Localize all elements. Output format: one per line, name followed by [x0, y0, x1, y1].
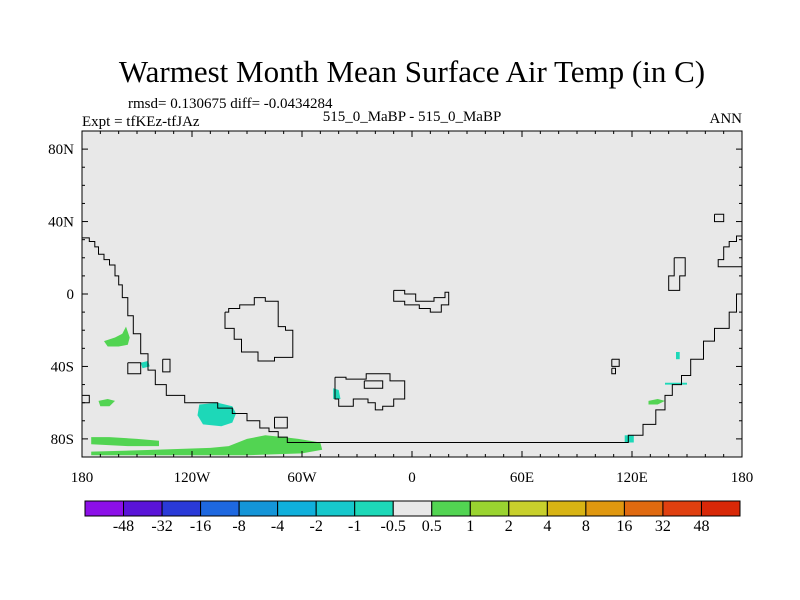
colorbar-label: 8 [582, 518, 590, 535]
map-area: 180 120W 60W 0 60E 120E 180 80N 40N 0 40S 80S [48, 130, 753, 486]
colorbar-labels: -48 -32 -16 -8 -4 -2 -1 -0.5 0.5 1 2 4 8 16 32 48 [113, 518, 710, 535]
coastline-11 [611, 358, 620, 367]
anomaly-patch-8 [624, 435, 634, 443]
coastline-5 [393, 289, 450, 313]
colorbar-label: -8 [232, 518, 245, 535]
colorbar-cell [392, 500, 433, 517]
x-tick-label: 0 [408, 470, 416, 486]
coastline-8 [162, 358, 171, 373]
colorbar-cell [354, 500, 394, 517]
anomaly-patch-1 [104, 326, 130, 347]
colorbar-label: -0.5 [381, 518, 406, 535]
colorbar-label: 32 [655, 518, 671, 535]
colorbar-label: 48 [694, 518, 710, 535]
y-tick-label: 40N [48, 215, 74, 231]
colorbar-cell [200, 500, 240, 517]
colorbar-cell [623, 500, 664, 517]
colorbar-cell [546, 500, 587, 517]
axis-ticks [81, 131, 743, 457]
colorbar-label: -2 [310, 518, 323, 535]
coastline-7 [363, 380, 384, 389]
colorbar-cell [431, 500, 471, 517]
colorbar-cell [662, 500, 702, 517]
coastline-12 [611, 367, 616, 375]
coastline-layer [81, 213, 742, 443]
colorbar-cell [161, 500, 202, 517]
coastline-2 [717, 235, 742, 268]
anomaly-patch-3 [98, 399, 115, 407]
comparison-label: 515_0_MaBP - 515_0_MaBP [323, 109, 502, 125]
coastline-9 [274, 416, 288, 429]
y-tick-label: 40S [51, 359, 74, 375]
experiment-label: Expt = tfKEz-tfJAz [82, 114, 200, 130]
colorbar-cells [84, 500, 741, 517]
coastline-13 [127, 362, 142, 375]
x-tick-label: 60W [287, 470, 317, 486]
colorbar-label: 16 [616, 518, 632, 535]
colorbar-cell [277, 500, 317, 517]
colorbar-label: -1 [348, 518, 361, 535]
x-tick-label: 60E [510, 470, 534, 486]
anomaly-patch-6 [91, 435, 323, 456]
colorbar-cell [469, 500, 510, 517]
x-tick-label: 120E [616, 470, 648, 486]
x-tick-label: 120W [174, 470, 212, 486]
colorbar: -48 -32 -16 -8 -4 -2 -1 -0.5 0.5 1 2 4 8 16 32 48 [84, 500, 741, 535]
axis-tick-labels: 180 120W 60W 0 60E 120E 180 80N 40N 0 40S 80S [48, 142, 753, 486]
colorbar-label: -16 [190, 518, 211, 535]
colorbar-cell [315, 500, 356, 517]
x-tick-label: 180 [731, 470, 754, 486]
coastline-3 [714, 213, 725, 223]
colorbar-label: 0.5 [422, 518, 442, 535]
colorbar-label: 1 [466, 518, 474, 535]
period-label: ANN [710, 111, 743, 127]
colorbar-cell [123, 500, 163, 517]
coastline-1 [82, 237, 742, 443]
map-title: Warmest Month Mean Surface Air Temp (in … [119, 54, 705, 89]
colorbar-cell [238, 500, 279, 517]
colorbar-label: -4 [271, 518, 284, 535]
colorbar-cell [700, 500, 741, 517]
colorbar-label: 4 [543, 518, 551, 535]
anomaly-patch-5 [91, 437, 159, 447]
y-tick-label: 80N [48, 142, 74, 158]
colorbar-cell [508, 500, 548, 517]
coastline-10 [668, 257, 686, 291]
colorbar-label: -32 [151, 518, 172, 535]
coastline-4 [224, 297, 294, 362]
anomaly-patch-4 [197, 402, 236, 427]
colorbar-label: -48 [113, 518, 134, 535]
anomaly-patch-11 [648, 399, 665, 405]
coastline-6 [334, 373, 406, 411]
stats-label: rmsd= 0.130675 diff= -0.0434284 [128, 96, 333, 112]
colorbar-cell [585, 500, 625, 517]
colorbar-label: 2 [505, 518, 513, 535]
y-tick-label: 0 [67, 287, 75, 303]
y-tick-label: 80S [51, 432, 74, 448]
anomaly-patch-9 [676, 352, 680, 360]
x-tick-label: 180 [71, 470, 94, 486]
colorbar-cell [84, 500, 125, 517]
